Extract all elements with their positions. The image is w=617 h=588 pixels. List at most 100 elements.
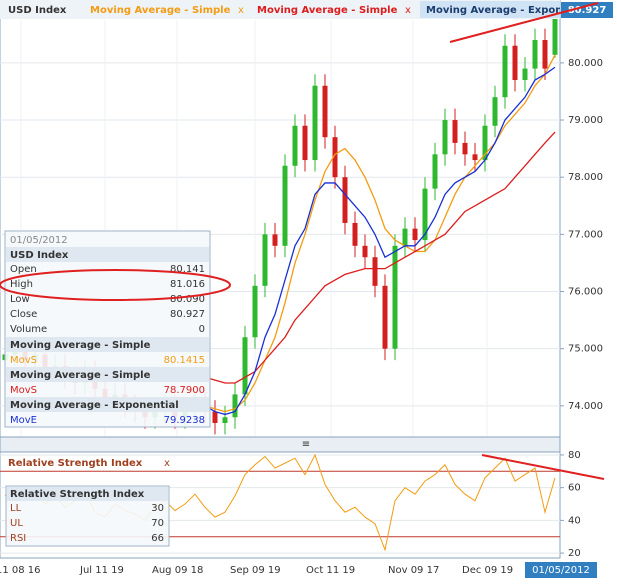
candle-body bbox=[412, 228, 418, 241]
y-tick-label: 77.000 bbox=[568, 229, 603, 240]
legend-title: USD Index bbox=[8, 5, 67, 16]
candle-body bbox=[292, 125, 298, 166]
tooltip-value: 81.016 bbox=[170, 279, 205, 290]
legend-close[interactable]: x bbox=[238, 5, 244, 16]
candle-body bbox=[502, 45, 508, 98]
candle-body bbox=[212, 411, 218, 423]
y-tick-label: 78.000 bbox=[568, 172, 603, 183]
tooltip-label: Open bbox=[10, 264, 37, 275]
rsi-level-name: UL bbox=[10, 518, 23, 529]
x-tick-label: Dec 09 19 bbox=[462, 565, 513, 576]
series-line bbox=[204, 131, 556, 384]
candle-body bbox=[482, 125, 488, 161]
tooltip-label: Volume bbox=[10, 324, 47, 335]
candle-body bbox=[522, 68, 528, 81]
candle-body bbox=[272, 234, 278, 246]
rsi-level-value: 30 bbox=[151, 503, 164, 514]
candle-body bbox=[352, 222, 358, 246]
candle-body bbox=[302, 125, 308, 161]
annotation-line bbox=[449, 2, 599, 43]
candle-body bbox=[492, 97, 498, 126]
last-price: 80.927 bbox=[568, 5, 607, 16]
candle-body bbox=[542, 40, 548, 69]
candle-body bbox=[262, 234, 268, 286]
annotation-ellipse bbox=[0, 269, 231, 301]
y-tick-label: 80 bbox=[568, 450, 581, 461]
y-tick-label: 40 bbox=[568, 515, 581, 526]
series-line bbox=[204, 66, 556, 416]
tooltip-value: 78.7900 bbox=[164, 385, 205, 396]
candle-body bbox=[332, 137, 338, 178]
x-tick-label: Aug 09 18 bbox=[152, 565, 203, 576]
tooltip-header bbox=[6, 397, 209, 412]
y-tick-label: 79.000 bbox=[568, 115, 603, 126]
legend-highlight bbox=[420, 1, 560, 18]
candle-body bbox=[222, 417, 228, 423]
legend-entry[interactable]: Moving Average - Exponential bbox=[426, 5, 595, 16]
date-highlight bbox=[525, 562, 597, 578]
tooltip-series: Moving Average - Simple bbox=[10, 370, 151, 381]
candle-body bbox=[232, 394, 238, 418]
legend-entry[interactable]: Moving Average - Simple bbox=[90, 5, 231, 16]
candle-body bbox=[382, 285, 388, 349]
tooltip-value: 80.927 bbox=[170, 309, 205, 320]
y-tick-label: 20 bbox=[568, 548, 581, 559]
rsi-box: Relative Strength Index LL 30 UL 70 RSI … bbox=[5, 485, 170, 547]
tooltip-label: MovS bbox=[10, 385, 37, 396]
y-tick-label: 74.000 bbox=[568, 401, 603, 412]
candle-body bbox=[462, 142, 468, 155]
y-tick-label: 80.000 bbox=[568, 58, 603, 69]
candle-body bbox=[472, 154, 478, 161]
tooltip-header bbox=[6, 247, 209, 262]
tooltip-series: Moving Average - Simple bbox=[10, 340, 151, 351]
x-tick-label: Jul 11 19 bbox=[79, 565, 124, 576]
candle-body bbox=[282, 165, 288, 246]
tooltip-label: MovE bbox=[10, 415, 37, 426]
tooltip-box bbox=[4, 230, 211, 428]
splitter[interactable] bbox=[0, 436, 561, 453]
candle-body bbox=[552, 9, 558, 55]
legend: USD Index Moving Average - Simple x Movi… bbox=[0, 0, 595, 19]
tooltip-header bbox=[6, 367, 209, 382]
tooltip-value: 80.090 bbox=[170, 294, 205, 305]
tooltip-title: USD Index bbox=[10, 250, 69, 261]
candle-body bbox=[392, 245, 398, 349]
tooltip-date: 01/05/2012 bbox=[10, 235, 68, 246]
y-tick-label: 76.000 bbox=[568, 287, 603, 298]
candle-body bbox=[432, 154, 438, 189]
tooltip-value: 0 bbox=[199, 324, 205, 335]
x-tick-label: Sep 09 19 bbox=[230, 565, 281, 576]
tooltip-label: High bbox=[10, 279, 33, 290]
candle-body bbox=[252, 285, 258, 338]
x-tick-label: Nov 09 17 bbox=[388, 565, 439, 576]
rsi-value: 66 bbox=[151, 533, 164, 544]
y-tick-label: 75.000 bbox=[568, 344, 603, 355]
tooltip-value: 79.9238 bbox=[164, 415, 205, 426]
legend-close[interactable]: x bbox=[405, 5, 411, 16]
candle-body bbox=[362, 245, 368, 258]
candle-body bbox=[322, 85, 328, 138]
rsi-legend-close[interactable]: x bbox=[164, 458, 170, 469]
x-tick-label: Oct 11 19 bbox=[306, 565, 355, 576]
tooltip-label: Close bbox=[10, 309, 37, 320]
candle-body bbox=[372, 257, 378, 286]
candle-body bbox=[512, 45, 518, 81]
date-label: 01/05/2012 bbox=[532, 565, 590, 576]
rsi-box-header bbox=[7, 487, 168, 501]
rsi-level-value: 70 bbox=[151, 518, 164, 529]
rsi-legend: Relative Strength Index bbox=[8, 458, 143, 469]
tooltip-value: 80.141 bbox=[170, 264, 205, 275]
y-tick-label: 60 bbox=[568, 483, 581, 494]
x-tick-label: 11 08 16 bbox=[0, 565, 41, 576]
rsi-level-name: LL bbox=[10, 503, 22, 514]
last-price-box bbox=[561, 2, 613, 18]
candle-body bbox=[312, 85, 318, 161]
rsi-name: RSI bbox=[10, 533, 26, 544]
legend-entry[interactable]: Moving Average - Simple bbox=[257, 5, 398, 16]
candle-body bbox=[442, 120, 448, 155]
candle-body bbox=[342, 177, 348, 223]
candle-body bbox=[402, 228, 408, 246]
candle-body bbox=[422, 188, 428, 241]
tooltip-header bbox=[6, 337, 209, 352]
